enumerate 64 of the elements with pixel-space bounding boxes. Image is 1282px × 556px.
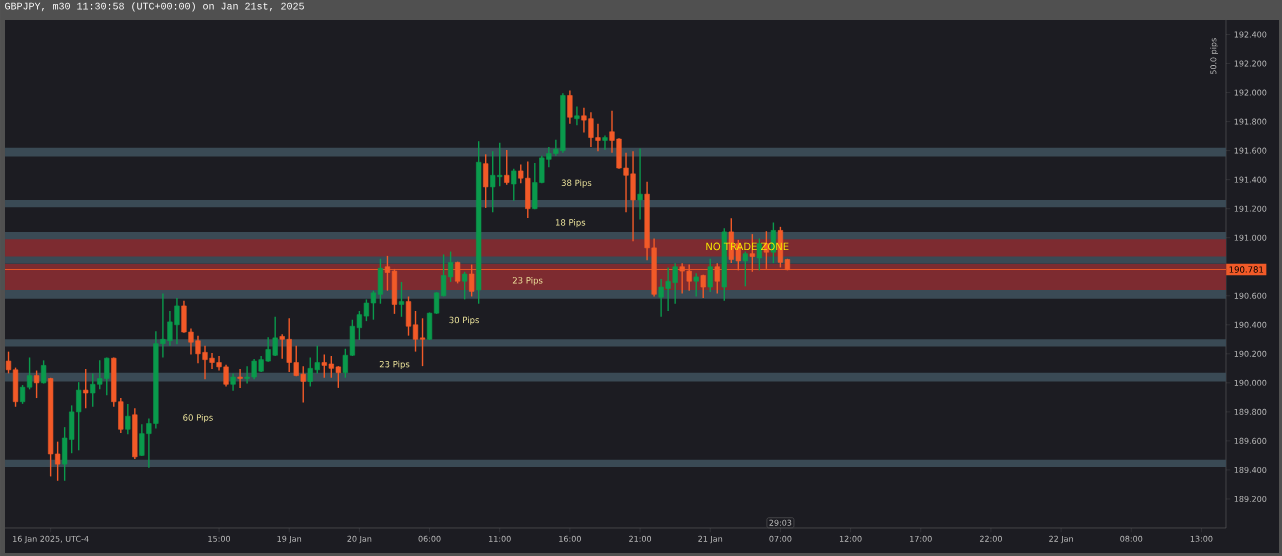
candlestick bbox=[33, 370, 40, 399]
candlestick bbox=[483, 154, 489, 208]
candlestick bbox=[693, 273, 699, 297]
candlestick bbox=[504, 149, 510, 185]
candlestick bbox=[40, 360, 47, 384]
y-tick-label: 190.200 bbox=[1234, 350, 1267, 357]
x-tick-label: 22:00 bbox=[979, 535, 1002, 542]
candlestick bbox=[567, 90, 573, 124]
y-tick-label: 190.000 bbox=[1234, 379, 1267, 386]
x-tick-label: 21 Jan bbox=[698, 535, 723, 544]
annotation: 23 Pips bbox=[379, 360, 410, 370]
candlestick bbox=[707, 258, 713, 293]
candlestick bbox=[237, 369, 243, 388]
x-tick-label: 07:00 bbox=[769, 535, 792, 542]
x-tick-label: 16:00 bbox=[559, 535, 581, 542]
y-tick-label: 190.600 bbox=[1234, 292, 1267, 299]
annotation: 50.0 pips bbox=[1210, 38, 1218, 75]
y-tick-label: 192.000 bbox=[1234, 89, 1267, 96]
chart-title: GBPJPY, m30 11:30:58 (UTC+00:00) on Jan 21st, 2025 bbox=[5, 2, 304, 12]
y-tick-label: 191.800 bbox=[1234, 118, 1267, 125]
y-tick-label: 189.200 bbox=[1234, 495, 1267, 502]
candlestick bbox=[574, 106, 580, 126]
annotation: 18 Pips bbox=[555, 219, 586, 228]
candlestick bbox=[125, 403, 131, 435]
x-tick-label: 22 Jan bbox=[1049, 535, 1073, 544]
x-tick-label: 19 Jan bbox=[277, 535, 302, 544]
annotation: 60 Pips bbox=[183, 414, 213, 423]
candlestick bbox=[602, 135, 608, 150]
y-tick-label: 192.400 bbox=[1234, 31, 1267, 38]
annotation: 29:03 bbox=[769, 519, 792, 526]
y-tick-label: 191.200 bbox=[1234, 205, 1267, 212]
x-tick-label: 17:00 bbox=[910, 535, 932, 542]
y-tick-label: 191.600 bbox=[1234, 147, 1267, 154]
candlestick bbox=[511, 168, 517, 201]
x-tick-label: 15:00 bbox=[208, 535, 231, 542]
x-tick-label: 08:00 bbox=[1120, 535, 1143, 542]
x-tick-label: 16 Jan 2025, UTC-4 bbox=[13, 535, 89, 544]
annotation: 30 Pips bbox=[449, 316, 480, 325]
y-tick-label: 190.400 bbox=[1234, 321, 1267, 328]
ref-line-label: 190.781 bbox=[1229, 266, 1264, 273]
x-tick-label: 13:00 bbox=[1190, 535, 1213, 542]
candlestick bbox=[742, 251, 748, 287]
candlestick bbox=[83, 369, 89, 409]
y-tick-label: 191.400 bbox=[1234, 176, 1267, 183]
candlestick bbox=[462, 271, 468, 300]
candlestick bbox=[756, 238, 762, 271]
x-tick-label: 12:00 bbox=[839, 535, 862, 542]
y-tick-label: 191.000 bbox=[1234, 234, 1267, 241]
candlestick bbox=[5, 351, 12, 374]
candlestick bbox=[398, 282, 405, 317]
x-tick-label: 20 Jan bbox=[347, 535, 372, 544]
x-tick-label: 06:00 bbox=[418, 535, 441, 542]
y-tick-label: 189.800 bbox=[1234, 408, 1267, 415]
y-tick-label: 192.200 bbox=[1234, 60, 1267, 67]
y-tick-label: 189.400 bbox=[1234, 466, 1267, 473]
y-tick-label: 189.600 bbox=[1234, 437, 1267, 444]
x-tick-label: 21:00 bbox=[629, 535, 652, 542]
candlestick bbox=[700, 274, 706, 298]
x-tick-label: 11:00 bbox=[489, 535, 511, 542]
candlestick bbox=[419, 318, 426, 367]
annotation: 38 Pips bbox=[561, 179, 592, 188]
annotation: 23 Pips bbox=[512, 276, 543, 286]
candlestick bbox=[637, 148, 643, 220]
candlestick bbox=[412, 311, 419, 352]
